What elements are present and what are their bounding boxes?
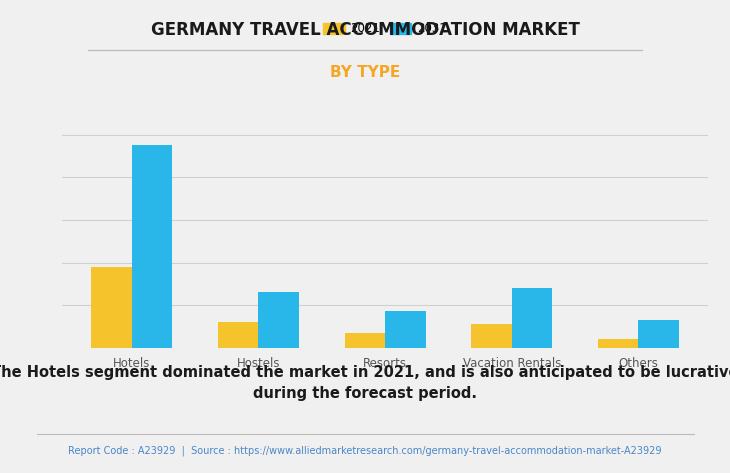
Text: GERMANY TRAVEL ACCOMMODATION MARKET: GERMANY TRAVEL ACCOMMODATION MARKET (150, 21, 580, 39)
Bar (385, 311, 426, 348)
Bar (258, 292, 299, 348)
Legend: 2021, 2031: 2021, 2031 (319, 18, 451, 40)
Bar (639, 320, 679, 348)
Bar (131, 146, 172, 348)
Bar (598, 339, 639, 348)
Text: BY TYPE: BY TYPE (330, 65, 400, 80)
Bar (512, 288, 553, 348)
Bar (345, 333, 385, 348)
Bar (91, 267, 131, 348)
Bar (218, 322, 258, 348)
Text: The Hotels segment dominated the market in 2021, and is also anticipated to be l: The Hotels segment dominated the market … (0, 365, 730, 401)
Bar (472, 324, 512, 348)
Text: Report Code : A23929  |  Source : https://www.alliedmarketresearch.com/germany-t: Report Code : A23929 | Source : https://… (68, 445, 662, 455)
